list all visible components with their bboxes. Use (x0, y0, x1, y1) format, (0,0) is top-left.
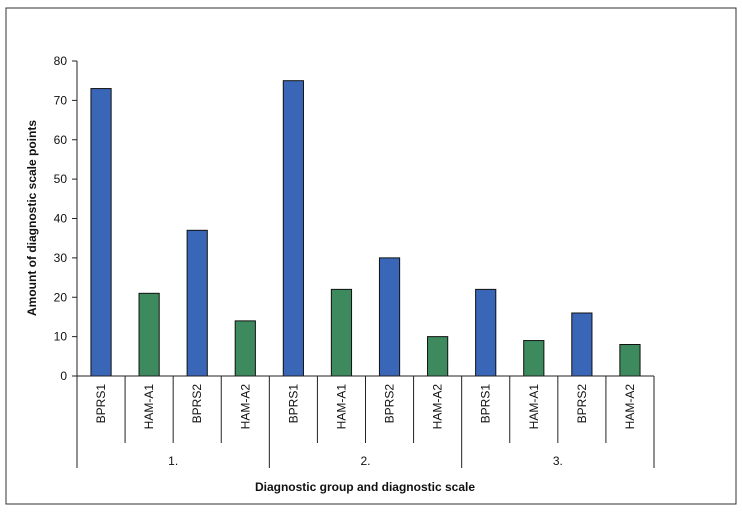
y-tick-label: 0 (60, 369, 67, 383)
category-label: HAM-A2 (431, 384, 445, 430)
category-label: BPRS2 (575, 384, 589, 424)
bar (427, 336, 449, 377)
bar (523, 340, 545, 377)
bar (186, 229, 208, 377)
bar (475, 288, 497, 377)
bar (90, 88, 112, 377)
y-axis-title: Amount of diagnostic scale points (25, 120, 39, 316)
category-label: BPRS1 (479, 384, 493, 424)
y-tick-label: 70 (54, 93, 68, 107)
bar (619, 344, 641, 377)
y-tick-label: 80 (54, 54, 68, 68)
bar (571, 312, 593, 377)
group-label: 2. (360, 454, 370, 468)
bar (378, 257, 401, 377)
category-label: BPRS2 (190, 384, 204, 424)
x-axis: BPRS1 HAM-A1 BPRS2 HAM-A2 BPRS1 HAM-A1 BPRS2 HA… (76, 375, 655, 468)
bar (330, 288, 353, 377)
category-label: HAM-A1 (527, 384, 541, 430)
y-tick-label: 40 (54, 212, 68, 226)
bar (282, 80, 304, 377)
category-label: HAM-A1 (142, 384, 156, 430)
group-label: 3. (553, 454, 563, 468)
bars (90, 80, 641, 377)
x-axis-title: Diagnostic group and diagnostic scale (255, 480, 475, 494)
category-label: BPRS1 (286, 384, 300, 424)
category-label: BPRS1 (94, 384, 108, 424)
y-tick-label: 30 (54, 251, 68, 265)
category-label: BPRS2 (383, 384, 397, 424)
bar (138, 292, 160, 377)
y-tick-label: 60 (54, 133, 68, 147)
category-label: HAM-A2 (238, 384, 252, 430)
y-axis: 0 10 20 30 40 50 60 70 80 (54, 54, 78, 383)
y-tick-label: 20 (54, 290, 68, 304)
chart-border (5, 7, 737, 505)
y-tick-label: 10 (54, 330, 68, 344)
category-label: HAM-A1 (334, 384, 348, 430)
bar (234, 320, 256, 377)
group-label: 1. (168, 454, 178, 468)
category-label: HAM-A2 (623, 384, 637, 430)
y-tick-label: 50 (54, 172, 68, 186)
